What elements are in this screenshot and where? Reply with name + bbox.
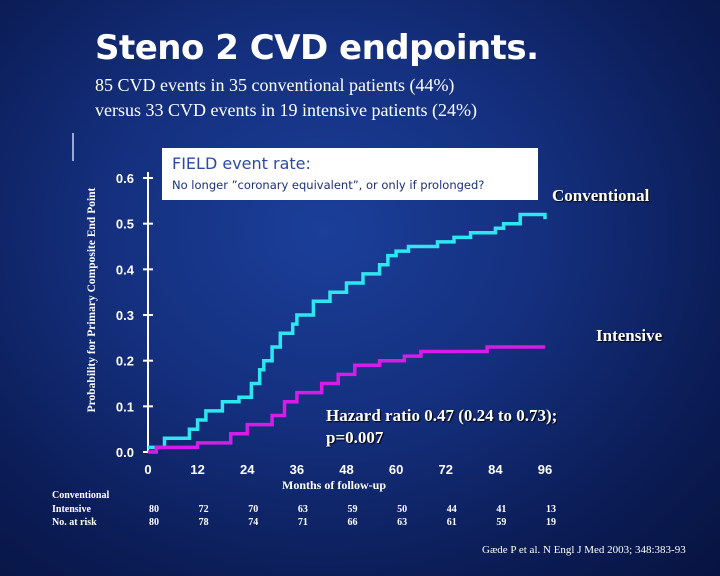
risk-value-conventional: 50	[397, 504, 407, 515]
subtitle-line-2: versus 33 CVD events in 19 intensive pat…	[95, 100, 477, 120]
risk-value-intensive: 63	[397, 517, 407, 528]
p-value-text: p=0.007	[326, 428, 384, 447]
y-tick-label: 0.5	[116, 217, 134, 232]
y-tick-label: 0.3	[116, 308, 134, 323]
risk-table-values: 80 80 72 78 70 74 63 71 59 66 50 63 44 61 41 59 13 19	[149, 504, 556, 528]
risk-value-conventional: 44	[447, 504, 457, 515]
risk-value-intensive: 74	[248, 517, 258, 528]
risk-value-conventional: 41	[496, 504, 506, 515]
series-lines	[148, 212, 547, 454]
risk-label-conventional: Conventional	[52, 490, 110, 501]
risk-label-note: No. at risk	[52, 517, 97, 528]
risk-value-intensive: 78	[199, 517, 209, 528]
series-line-conventional	[148, 212, 547, 450]
x-tick-label: 96	[538, 462, 552, 477]
series-line-intensive	[148, 345, 545, 454]
x-tick-label: 12	[190, 462, 204, 477]
risk-value-intensive: 71	[298, 517, 308, 528]
risk-value-conventional: 72	[199, 504, 209, 515]
field-annotation-title: FIELD event rate:	[172, 154, 311, 173]
y-tick-label: 0.6	[116, 171, 134, 186]
y-tick-label: 0.4	[116, 262, 135, 277]
x-tick-label: 24	[240, 462, 255, 477]
citation: Gæde P et al. N Engl J Med 2003; 348:383…	[482, 544, 686, 556]
hazard-ratio-text: Hazard ratio 0.47 (0.24 to 0.73);	[326, 406, 558, 425]
y-tick-label: 0.2	[116, 354, 134, 369]
y-ticks: 0.0 0.1 0.2 0.3 0.4 0.5 0.6	[116, 171, 153, 460]
field-annotation-box: FIELD event rate: No longer ”coronary eq…	[162, 148, 538, 200]
x-axis-label: Months of follow-up	[282, 478, 387, 492]
risk-value-intensive: 80	[149, 517, 159, 528]
x-tick-label: 0	[144, 462, 151, 477]
decorative-divider	[72, 133, 74, 161]
x-tick-label: 84	[488, 462, 503, 477]
risk-value-conventional: 59	[348, 504, 358, 515]
x-tick-label: 36	[290, 462, 304, 477]
risk-value-conventional: 80	[149, 504, 159, 515]
risk-value-conventional: 70	[248, 504, 258, 515]
risk-value-intensive: 19	[546, 517, 556, 528]
risk-value-conventional: 13	[546, 504, 556, 515]
field-annotation-text: No longer ”coronary equivalent”, or only…	[172, 178, 485, 192]
x-ticks: 0 12 24 36 48 60 72 84 96	[144, 462, 552, 477]
risk-label-intensive: Intensive	[52, 504, 91, 515]
risk-value-intensive: 66	[348, 517, 358, 528]
y-tick-label: 0.0	[116, 445, 134, 460]
legend-conventional: Conventional	[552, 186, 650, 205]
x-tick-label: 72	[439, 462, 453, 477]
legend-intensive: Intensive	[596, 326, 663, 345]
risk-value-intensive: 59	[496, 517, 506, 528]
y-tick-label: 0.1	[116, 399, 134, 414]
x-tick-label: 60	[389, 462, 403, 477]
x-tick-label: 48	[339, 462, 353, 477]
risk-value-conventional: 63	[298, 504, 308, 515]
subtitle-line-1: 85 CVD events in 35 conventional patient…	[95, 75, 455, 95]
risk-value-intensive: 61	[447, 517, 457, 528]
slide-title: Steno 2 CVD endpoints.	[95, 28, 539, 68]
